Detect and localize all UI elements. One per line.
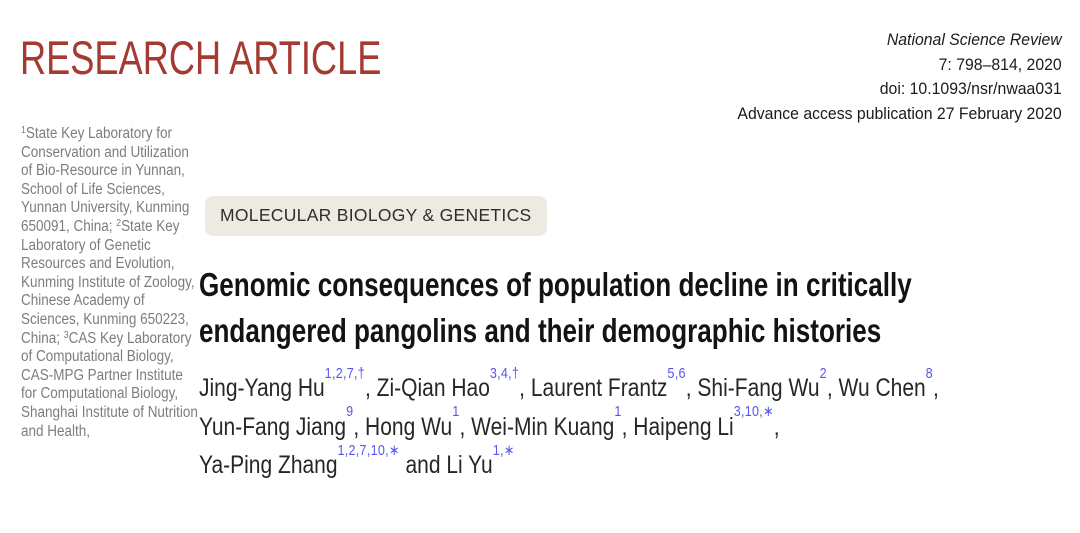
journal-advance-access: Advance access publication 27 February 2… [737,103,1062,123]
journal-doi: doi: 10.1093/nsr/nwaa031 [880,79,1062,98]
author-separator: , [826,374,839,402]
author-separator: , [932,374,939,402]
author-affiliation-superscript: 2 [819,364,827,382]
author-name: Ya-Ping Zhang [199,451,338,479]
author-separator: , [364,374,377,402]
author-name: Wei-Min Kuang [471,412,615,441]
author-name: Hong Wu [365,412,453,441]
author-separator: , [353,412,366,441]
author-line: Jing-Yang Hu1,2,7,†, Zi-Qian Hao3,4,†, L… [199,366,939,408]
author-name: Jing-Yang Hu [199,374,325,402]
author-name: Zi-Qian Hao [376,374,490,402]
affiliations-sidebar: 1State Key Laboratory for Conservation a… [21,125,198,441]
affiliation-number: 2 [116,217,122,229]
author-affiliation-superscript: 1,2,7,10,∗ [337,441,400,459]
affiliation-text: State Key Laboratory for Conservation an… [21,125,190,235]
author-separator: , [773,412,780,441]
author-name: Laurent Frantz [530,374,668,402]
author-affiliation-superscript: 1 [614,403,622,421]
author-affiliation-superscript: 5,6 [667,364,686,382]
author-name: Wu Chen [838,374,926,402]
author-affiliation-superscript: 1,∗ [492,441,515,459]
author-affiliation-superscript: 9 [346,403,354,421]
author-line: Yun-Fang Jiang9, Hong Wu1, Wei-Min Kuang… [199,404,939,447]
affiliation-text: State Key Laboratory of Genetic Resource… [21,217,195,347]
author-name: Shi-Fang Wu [697,374,820,402]
affiliation-text: CAS Key Laboratory of Computational Biol… [21,329,198,440]
author-affiliation-superscript: 1 [452,403,460,421]
article-title: Genomic consequences of population decli… [199,262,912,354]
author-separator: , [685,374,698,402]
author-separator: , [621,412,634,441]
article-title-line: endangered pangolins and their demograph… [199,312,882,349]
author-separator: , [459,412,472,441]
journal-name: National Science Review [887,30,1062,49]
author-separator: , [519,374,531,402]
author-affiliation-superscript: 3,4,† [489,364,520,382]
author-name: Li Yu [446,451,493,479]
author-affiliation-superscript: 8 [925,364,933,382]
journal-volume-pages: 7: 798–814, 2020 [938,54,1062,74]
author-affiliation-superscript: 1,2,7,† [324,364,365,382]
affiliation-number: 1 [21,125,26,136]
journal-info-block: National Science Review 7: 798–814, 2020… [738,28,1062,126]
author-line: Ya-Ping Zhang1,2,7,10,∗ and Li Yu1,∗ [199,443,939,485]
author-list: Jing-Yang Hu1,2,7,†, Zi-Qian Hao3,4,†, L… [199,366,939,485]
author-affiliation-superscript: 3,10,∗ [733,403,774,421]
article-type-heading: RESEARCH ARTICLE [20,31,382,84]
author-name: Haipeng Li [633,412,734,441]
article-title-line: Genomic consequences of population decli… [199,266,912,303]
affiliation-number: 3 [63,329,69,341]
author-separator: and [399,451,447,479]
category-badge: MOLECULAR BIOLOGY & GENETICS [205,196,547,236]
author-name: Yun-Fang Jiang [199,412,347,441]
